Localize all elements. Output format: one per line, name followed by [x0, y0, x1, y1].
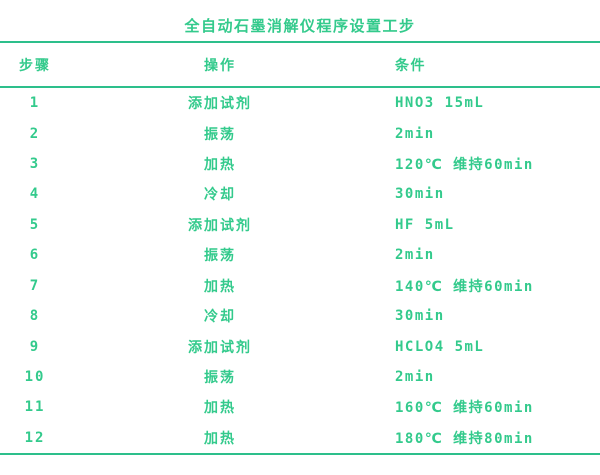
condition-cell: 180℃ 维持80min: [395, 430, 534, 447]
condition-cell: 120℃ 维持60min: [395, 157, 534, 174]
condition-cell: 140℃ 维持60min: [395, 278, 534, 295]
step-cell: 9: [29, 338, 41, 355]
operation-cell: 添加试剂: [188, 217, 252, 234]
table-row: 9 添加试剂 HCLO4 5mL: [0, 331, 600, 361]
condition-cell: HF 5mL: [395, 216, 455, 233]
table-header-row: 步骤 操作 条件: [0, 43, 600, 88]
operation-cell: 添加试剂: [188, 96, 252, 113]
condition-cell: HCLO4 5mL: [395, 338, 485, 355]
column-header-operation: 操作: [204, 57, 236, 74]
operation-cell: 振荡: [204, 248, 236, 265]
operation-cell: 加热: [204, 430, 236, 447]
operation-cell: 加热: [204, 278, 236, 295]
operation-cell: 振荡: [204, 126, 236, 143]
table-row: 12 加热 180℃ 维持80min: [0, 423, 600, 453]
table-row: 7 加热 140℃ 维持60min: [0, 271, 600, 301]
condition-cell: HNO3 15mL: [395, 95, 485, 112]
step-cell: 5: [29, 216, 41, 233]
condition-cell: 2min: [395, 369, 435, 385]
page-title: 全自动石墨消解仪程序设置工步: [0, 0, 600, 43]
condition-cell: 30min: [395, 308, 445, 325]
column-header-condition: 条件: [395, 57, 426, 74]
operation-cell: 加热: [204, 400, 236, 417]
step-cell: 1: [29, 95, 41, 112]
operation-cell: 冷却: [204, 309, 236, 326]
operation-cell: 振荡: [204, 370, 236, 386]
step-cell: 7: [29, 277, 41, 294]
table-row: 11 加热 160℃ 维持60min: [0, 392, 600, 422]
table-row: 10 振荡 2min: [0, 362, 600, 392]
table-row: 1 添加试剂 HNO3 15mL: [0, 88, 600, 118]
step-cell: 2: [29, 125, 41, 142]
step-cell: 11: [24, 399, 46, 416]
table-body: 1 添加试剂 HNO3 15mL 2 振荡 2min 3 加热 120℃ 维持60min 4 冷却 3…: [0, 88, 600, 455]
table-row: 3 加热 120℃ 维持60min: [0, 149, 600, 179]
condition-cell: 2min: [395, 247, 435, 264]
operation-cell: 冷却: [204, 187, 236, 204]
table-row: 6 振荡 2min: [0, 240, 600, 270]
operation-cell: 添加试剂: [188, 339, 252, 356]
operation-cell: 加热: [204, 157, 236, 174]
step-cell: 3: [29, 156, 41, 173]
table-row: 4 冷却 30min: [0, 179, 600, 209]
table-row: 8 冷却 30min: [0, 301, 600, 331]
table-row: 2 振荡 2min: [0, 118, 600, 148]
column-header-step: 步骤: [19, 57, 51, 74]
condition-cell: 2min: [395, 125, 435, 142]
step-cell: 12: [24, 429, 46, 446]
condition-cell: 160℃ 维持60min: [395, 400, 534, 417]
step-cell: 10: [24, 369, 46, 385]
step-cell: 8: [29, 308, 41, 325]
step-cell: 4: [29, 186, 41, 203]
table-row: 5 添加试剂 HF 5mL: [0, 210, 600, 240]
step-cell: 6: [29, 247, 41, 264]
condition-cell: 30min: [395, 186, 445, 203]
